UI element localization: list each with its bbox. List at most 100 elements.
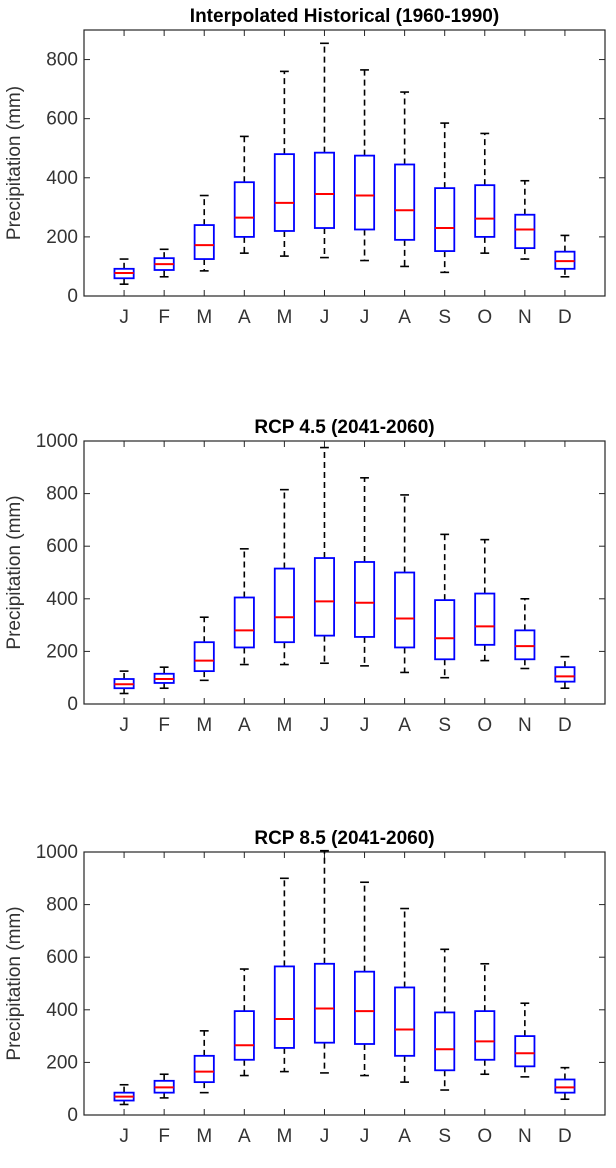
x-tick-label: M [276,307,292,328]
box-a-8 [394,91,416,268]
x-tick-label: M [196,715,212,736]
box-d-12 [554,234,576,278]
iqr-box [394,571,416,649]
x-tick-label: J [119,715,129,736]
iqr-box [233,1010,255,1061]
box-j-1 [113,258,135,285]
iqr-box [233,596,255,649]
box-o-10 [474,962,496,1076]
iqr-box [554,1078,576,1094]
x-tick-label: N [518,715,532,736]
y-tick-label: 200 [46,227,78,248]
y-tick-label: 0 [67,1105,78,1126]
iqr-box [354,970,376,1045]
box-n-11 [514,179,536,260]
box-f-2 [153,1073,175,1099]
iqr-box [313,151,335,229]
y-tick-label: 400 [46,589,78,610]
box-f-2 [153,248,175,278]
iqr-box [354,154,376,231]
box-s-9 [434,948,456,1091]
box-a-4 [233,548,255,666]
y-tick-label: 800 [46,895,78,916]
x-tick-label: A [238,307,251,328]
box-j-1 [113,670,135,695]
x-tick-label: J [119,307,129,328]
box-j-6 [313,446,335,665]
x-tick-label: M [196,1126,212,1147]
box-s-9 [434,122,456,274]
iqr-box [554,666,576,683]
box-o-10 [474,538,496,662]
box-j-1 [113,1083,135,1106]
iqr-box [193,224,215,260]
x-tick-label: J [360,307,370,328]
x-tick-label: A [398,1126,411,1147]
chart-title: RCP 4.5 (2041-2060) [254,417,434,438]
y-tick-label: 600 [46,536,78,557]
x-tick-label: O [477,1126,492,1147]
x-tick-label: J [360,715,370,736]
y-tick-label: 400 [46,168,78,189]
iqr-box [394,163,416,241]
y-axis-label: Precipitation (mm) [4,495,25,649]
y-tick-label: 1000 [36,842,78,863]
x-tick-label: J [119,1126,129,1147]
chart-panel-2: RCP 4.5 (2041-2060) Precipitation (mm) 0 20… [4,417,606,736]
box-a-4 [233,968,255,1077]
axes-frame [83,440,606,705]
x-tick-label: O [477,715,492,736]
box-m-3 [193,1030,215,1094]
iqr-box [514,629,536,661]
box-o-10 [474,132,496,254]
box-m-5 [273,70,295,257]
iqr-box [354,561,376,638]
box-n-11 [514,1002,536,1078]
x-tick-label: M [276,1126,292,1147]
x-tick-label: N [518,307,532,328]
x-tick-label: D [558,307,572,328]
chart-title: Interpolated Historical (1960-1990) [190,6,499,27]
iqr-box [474,1010,496,1061]
y-axis-label: Precipitation (mm) [4,86,25,240]
axes-frame [83,29,606,297]
chart-panel-3: RCP 8.5 (2041-2060) Precipitation (mm) 0 20… [4,828,606,1147]
x-tick-label: F [158,1126,170,1147]
iqr-box [434,187,456,252]
box-f-2 [153,666,175,690]
iqr-box [474,592,496,646]
box-m-3 [193,616,215,682]
iqr-box [313,962,335,1044]
x-tick-label: D [558,1126,572,1147]
iqr-box [193,641,215,673]
iqr-box [233,181,255,238]
y-axis-label: Precipitation (mm) [4,906,25,1060]
y-tick-label: 1000 [36,431,78,452]
box-a-4 [233,135,255,254]
y-tick-label: 600 [46,947,78,968]
x-tick-label: F [158,715,170,736]
box-j-6 [313,849,335,1074]
x-tick-label: S [438,1126,451,1147]
iqr-box [273,153,295,232]
y-tick-label: 200 [46,1052,78,1073]
box-n-11 [514,597,536,670]
iqr-box [273,567,295,644]
axes-frame [83,851,606,1116]
box-s-9 [434,533,456,679]
chart-title: RCP 8.5 (2041-2060) [254,828,434,849]
iqr-box [434,1011,456,1072]
y-tick-label: 400 [46,1000,78,1021]
iqr-box [434,599,456,661]
x-tick-label: S [438,715,451,736]
box-a-8 [394,907,416,1083]
x-tick-label: M [276,715,292,736]
y-tick-label: 800 [46,50,78,71]
y-tick-label: 800 [46,484,78,505]
iqr-box [474,184,496,238]
x-tick-label: J [360,1126,370,1147]
x-tick-label: D [558,715,572,736]
iqr-box [514,213,536,250]
iqr-box [273,965,295,1049]
